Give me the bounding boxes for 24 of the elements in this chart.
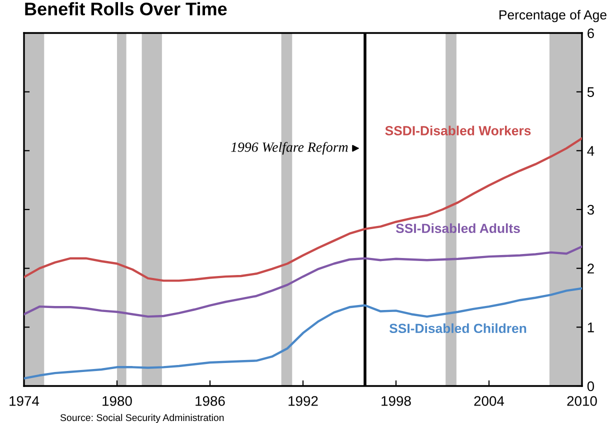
line-series	[24, 245, 582, 318]
annotation: 1996 Welfare Reform	[231, 142, 348, 155]
x-tick-label: 2010	[567, 396, 597, 406]
y-tick-label: 4	[587, 146, 594, 156]
y-tick-label: 5	[587, 87, 594, 98]
text: SSDI-Disabled Workers	[385, 126, 531, 136]
x-tick-label: 2004	[474, 396, 504, 406]
x-tick-label: 1992	[288, 396, 318, 406]
y-tick-label: 1	[588, 322, 594, 332]
series-label: SSI-Disabled Children	[389, 323, 526, 334]
y-axis-title: Percentage of Age	[500, 10, 606, 22]
line-series	[24, 287, 582, 380]
series-label: SSI-Disabled Adults	[396, 223, 520, 234]
x-tick-label: 1998	[382, 396, 411, 406]
y-tick-label: 3	[587, 204, 594, 215]
line-series	[24, 137, 582, 282]
y-tick-label: 6	[588, 28, 594, 38]
x-tick-label: 1974	[10, 396, 40, 406]
y-tick-label: 2	[588, 264, 594, 274]
x-tick-label: 1986	[196, 396, 225, 406]
x-tick-label: 1980	[102, 396, 132, 406]
source-note: Source: Social Security Administration	[60, 414, 224, 423]
y-tick-label: 0	[587, 381, 594, 392]
chart-title: Benefit Rolls Over Time	[25, 2, 227, 16]
